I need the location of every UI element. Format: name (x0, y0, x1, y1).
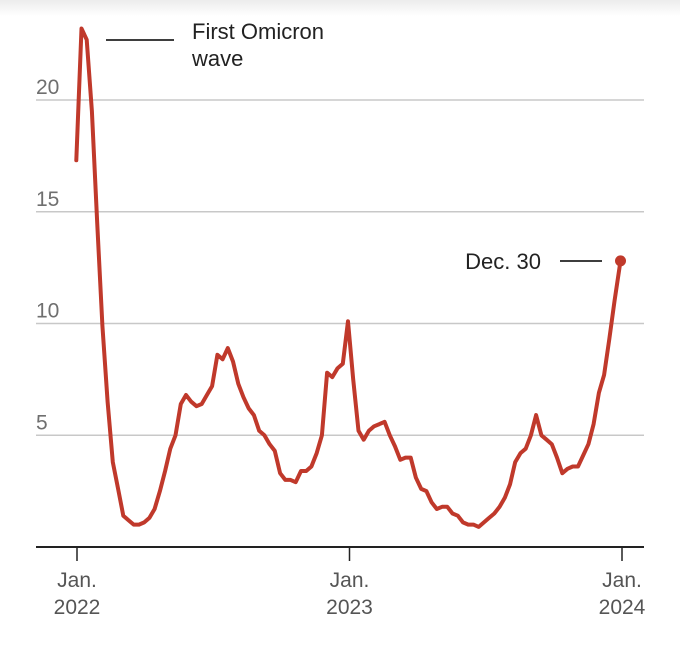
y-tick-label-15: 15 (36, 188, 59, 211)
y-tick-labels: 5 10 15 20 (36, 76, 59, 434)
y-tick-label-10: 10 (36, 300, 59, 323)
x-tick-label-month-0: Jan. (57, 569, 97, 592)
x-tick-label-year-2: 2024 (599, 596, 646, 619)
series-line (74, 26, 623, 529)
x-tick-label-month-2: Jan. (602, 569, 642, 592)
end-annotation-label: Dec. 30 (465, 249, 541, 274)
x-ticks: Jan. 2022 Jan. 2023 Jan. 2024 (54, 547, 646, 619)
x-tick-label-year-0: 2022 (54, 596, 101, 619)
end-point-marker (615, 255, 627, 267)
y-tick-label-20: 20 (36, 76, 59, 99)
peak-annotation-line2: wave (191, 46, 243, 71)
gridlines (36, 99, 644, 436)
x-tick-label-month-1: Jan. (330, 569, 370, 592)
y-tick-label-5: 5 (36, 411, 48, 434)
peak-annotation-line1: First Omicron (192, 19, 324, 44)
top-shade (0, 0, 680, 16)
x-tick-label-year-1: 2023 (326, 596, 373, 619)
